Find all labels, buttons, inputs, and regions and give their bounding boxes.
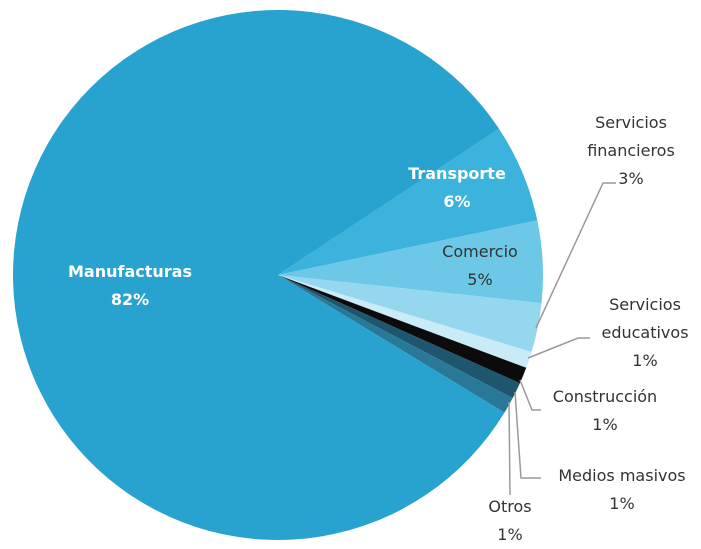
value-label: 1% bbox=[592, 415, 618, 434]
leader-line bbox=[508, 401, 511, 496]
pie-slice bbox=[278, 275, 513, 413]
pie-slice bbox=[13, 9, 505, 540]
leader-line bbox=[535, 182, 616, 329]
category-label: Construcción bbox=[552, 387, 658, 406]
value-label: 1% bbox=[497, 525, 523, 544]
category-label: Comercio bbox=[442, 242, 518, 261]
slice-label: Comercio 5% bbox=[415, 238, 545, 294]
pie-slice bbox=[278, 275, 532, 368]
category-label: Transporte bbox=[408, 164, 506, 183]
slice-label: Otros 1% bbox=[470, 493, 550, 549]
pie-slice bbox=[278, 220, 543, 304]
value-label: 82% bbox=[110, 290, 150, 309]
leader-line bbox=[527, 337, 590, 359]
slice-label: Transporte 6% bbox=[392, 160, 522, 216]
category-label: Servicios educativos bbox=[601, 295, 689, 342]
category-label: Servicios financieros bbox=[587, 113, 675, 160]
value-label: 1% bbox=[632, 351, 658, 370]
pie-slice bbox=[278, 128, 538, 275]
slice-label: Medios masivos 1% bbox=[542, 462, 701, 518]
value-label: 1% bbox=[609, 494, 635, 513]
pie-slice bbox=[278, 275, 542, 353]
slice-label: Manufacturas 82% bbox=[50, 258, 210, 314]
pie-slice bbox=[278, 275, 527, 384]
category-label: Medios masivos bbox=[558, 466, 686, 485]
leader-line bbox=[519, 379, 541, 411]
pie-slice bbox=[278, 275, 520, 399]
category-label: Manufacturas bbox=[68, 262, 192, 281]
leader-line bbox=[514, 391, 541, 479]
value-label: 6% bbox=[443, 192, 471, 211]
value-label: 5% bbox=[467, 270, 493, 289]
slice-label: Servicios financieros 3% bbox=[576, 109, 686, 193]
slice-label: Servicios educativos 1% bbox=[590, 291, 700, 375]
slice-label: Construcción 1% bbox=[535, 383, 675, 439]
value-label: 3% bbox=[618, 169, 644, 188]
category-label: Otros bbox=[488, 497, 532, 516]
